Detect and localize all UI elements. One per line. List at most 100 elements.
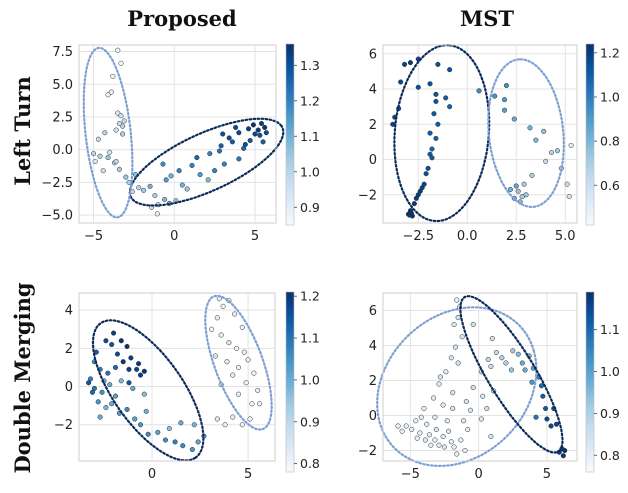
data-point (116, 166, 122, 172)
data-point (229, 139, 235, 145)
data-point (437, 374, 443, 380)
scatter-panel-double-merging-proposed: 0 5 −2 0 2 4 0.8 0.9 1.0 1.1 1.2 (54, 289, 320, 482)
data-point (424, 421, 430, 427)
x-tick-label: −2.5 (402, 229, 434, 244)
data-point (478, 416, 484, 422)
data-point (92, 158, 98, 165)
colorbar-tick-label: 1.2 (300, 289, 320, 304)
data-point (123, 174, 129, 180)
data-point (459, 334, 465, 340)
data-point (105, 370, 111, 376)
data-point (480, 393, 486, 399)
data-point (145, 431, 151, 437)
data-point (428, 442, 434, 448)
data-point (250, 122, 256, 128)
data-point (450, 405, 456, 412)
data-point (184, 186, 190, 192)
colorbar-tick-label: 0.8 (600, 448, 620, 463)
plot-background (79, 293, 275, 461)
cluster-ellipse-light (376, 306, 538, 468)
data-point (180, 443, 186, 449)
data-point (432, 414, 438, 420)
data-point (209, 326, 215, 332)
data-point (121, 118, 127, 124)
y-tick-label: 0 (369, 409, 377, 424)
data-point (257, 132, 263, 138)
data-point (432, 437, 438, 443)
data-point (255, 387, 261, 393)
data-point (86, 380, 92, 386)
data-point (440, 402, 446, 408)
data-point (245, 357, 251, 363)
row-title-left-turn: Left Turn (10, 76, 35, 185)
data-point (118, 338, 124, 344)
data-point (562, 447, 568, 454)
data-point (443, 369, 449, 375)
data-point (105, 155, 111, 161)
data-point (89, 389, 96, 395)
data-point (249, 401, 255, 407)
data-point (455, 360, 461, 366)
data-point (112, 364, 119, 371)
data-point (214, 315, 220, 321)
colorbar-tick-label: 1.1 (600, 322, 620, 337)
data-point (448, 439, 454, 445)
x-tick-label: 5 (251, 229, 259, 244)
data-point (399, 428, 405, 434)
y-tick-label: 2 (369, 374, 377, 389)
data-point (548, 149, 555, 156)
data-point (522, 367, 528, 373)
data-point (553, 421, 560, 427)
data-point (508, 367, 514, 373)
data-point (484, 405, 490, 412)
data-point (543, 405, 549, 412)
data-point (220, 131, 226, 137)
data-point (415, 84, 421, 90)
data-point (216, 148, 223, 154)
data-point (118, 60, 124, 66)
data-point (110, 73, 116, 79)
data-point (226, 135, 232, 141)
data-point (168, 173, 174, 179)
y-tick-label: 0 (65, 380, 73, 395)
data-point (195, 439, 201, 445)
data-point (239, 324, 245, 330)
data-point (141, 187, 147, 193)
data-point (533, 137, 539, 143)
data-point (214, 416, 220, 422)
colorbar (285, 43, 295, 226)
data-point (128, 355, 134, 361)
data-point (221, 161, 227, 167)
data-point (510, 348, 516, 354)
x-tick-label: 0 (170, 229, 178, 244)
data-point (163, 177, 169, 183)
data-point (454, 451, 460, 457)
colorbar-tick-label: 0.9 (300, 200, 320, 215)
data-point (427, 130, 433, 136)
colorbar-tick-label: 1.2 (600, 45, 620, 60)
data-point (126, 380, 132, 386)
y-tick-label: 2 (369, 118, 377, 133)
data-point (548, 423, 554, 429)
data-point (413, 195, 419, 201)
data-point (501, 97, 508, 103)
y-tick-label: 6 (369, 47, 377, 62)
data-point (107, 382, 113, 388)
scatter-panel-left-turn-proposed: −5 0 5 −5.0 −2.5 0.0 2.5 5.0 7.5 0.9 1.0 1.1 1.2 1.3 (41, 43, 320, 244)
axes-frame (78, 44, 277, 224)
data-point (433, 426, 439, 433)
cluster-ellipse-light (487, 58, 565, 208)
colorbar-tick-label: 1.0 (600, 364, 620, 379)
y-tick-label: 0 (369, 153, 377, 168)
data-point (233, 124, 239, 131)
data-point (515, 351, 521, 357)
data-point (470, 321, 476, 328)
data-point (465, 426, 471, 433)
colorbar-tick-label: 0.9 (300, 414, 320, 429)
data-point (137, 422, 144, 428)
data-point (429, 146, 435, 152)
data-point (435, 61, 441, 67)
x-tick-label: 5 (543, 467, 551, 482)
data-point (423, 171, 429, 177)
data-point (441, 444, 448, 450)
